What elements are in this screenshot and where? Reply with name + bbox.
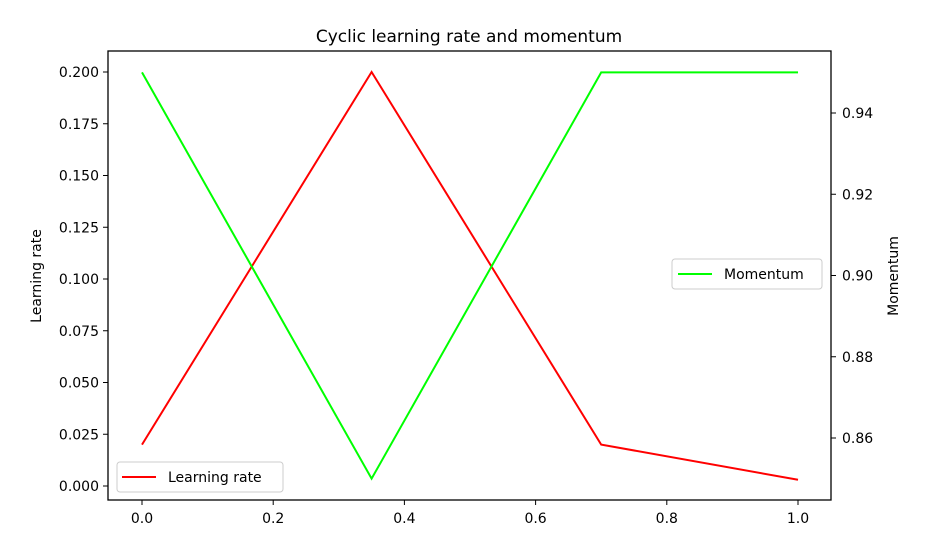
legend-label-momentum: Momentum xyxy=(724,267,804,283)
right-y-tick-label: 0.90 xyxy=(842,269,873,285)
left-axis-label: Learning rate xyxy=(29,229,45,323)
left-y-tick-label: 0.125 xyxy=(59,220,99,236)
left-y-tick-label: 0.175 xyxy=(59,117,99,133)
chart-title: Cyclic learning rate and momentum xyxy=(316,27,622,47)
right-y-tick-label: 0.88 xyxy=(842,350,873,366)
right-y-tick-label: 0.86 xyxy=(842,431,873,447)
right-y-tick-label: 0.92 xyxy=(842,187,873,203)
left-y-tick-label: 0.000 xyxy=(59,479,99,495)
legend-momentum: Momentum xyxy=(671,258,823,290)
left-y-tick-label: 0.075 xyxy=(59,324,99,340)
right-y-tick-label: 0.94 xyxy=(842,106,873,122)
left-y-tick-label: 0.200 xyxy=(59,65,99,81)
left-y-tick-label: 0.100 xyxy=(59,272,99,288)
x-tick-label: 0.4 xyxy=(393,511,415,527)
legend-label-learning-rate: Learning rate xyxy=(168,470,262,486)
x-tick-label: 0.6 xyxy=(524,511,546,527)
legend-learning-rate: Learning rate xyxy=(116,461,284,493)
left-y-tick-label: 0.025 xyxy=(59,427,99,443)
left-y-tick-label: 0.150 xyxy=(59,169,99,185)
x-tick-label: 0.0 xyxy=(131,511,153,527)
x-tick-label: 1.0 xyxy=(787,511,809,527)
x-tick-label: 0.2 xyxy=(262,511,284,527)
series-line-learning-rate xyxy=(141,70,799,481)
right-axis-label: Momentum xyxy=(886,236,902,316)
x-tick-label: 0.8 xyxy=(656,511,678,527)
series-line-momentum xyxy=(141,71,798,481)
left-y-tick-label: 0.050 xyxy=(59,376,99,392)
